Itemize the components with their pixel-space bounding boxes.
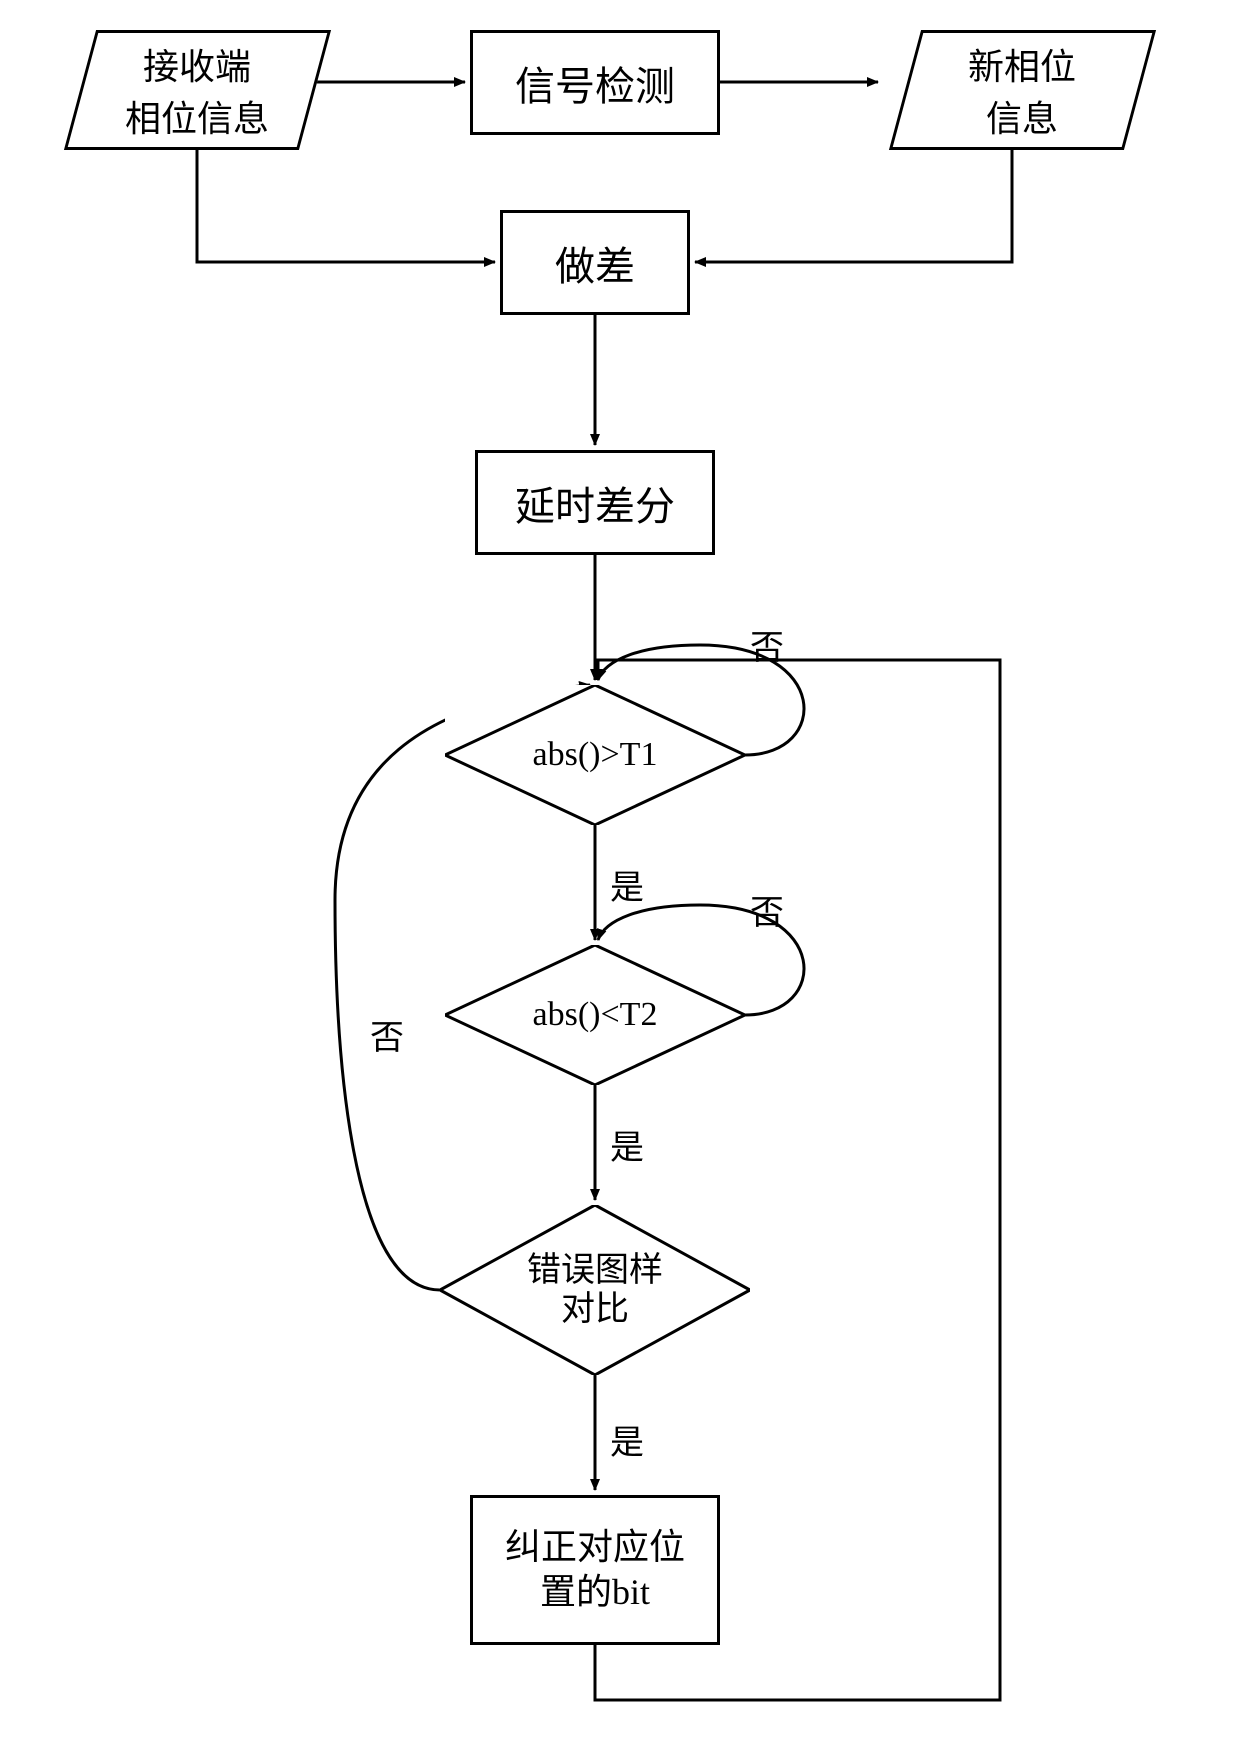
text-line: 错误图样 (527, 1251, 663, 1290)
edge (695, 150, 1012, 262)
node-receiver-phase: 接收端 相位信息 (64, 30, 331, 150)
node-new-phase: 新相位 信息 (889, 30, 1156, 150)
edge-label-t1-no: 否 (750, 620, 784, 669)
text-line: 延时差分 (515, 474, 675, 532)
edge-label-t2-yes: 是 (610, 1120, 644, 1169)
text-line: 对比 (527, 1290, 663, 1329)
node-decision-t2: abs()<T2 (445, 945, 745, 1085)
text-line: 做差 (555, 234, 635, 292)
flowchart-canvas: 接收端 相位信息 信号检测 新相位 信息 做差 延时差分 abs()>T1 (0, 0, 1240, 1738)
node-signal-detect: 信号检测 (470, 30, 720, 135)
text-line: 新相位 (968, 38, 1076, 90)
text-line: 信号检测 (515, 54, 675, 112)
node-delay-diff: 延时差分 (475, 450, 715, 555)
node-difference: 做差 (500, 210, 690, 315)
text-line: 纠正对应位 (505, 1525, 685, 1570)
edge-label-t2-no: 否 (750, 885, 784, 934)
text-line: abs()<T2 (533, 996, 658, 1033)
text-line: 信息 (968, 90, 1076, 142)
node-correct-bit: 纠正对应位 置的bit (470, 1495, 720, 1645)
text-line: 置的bit (505, 1570, 685, 1615)
edge-label-cmp-yes: 是 (610, 1415, 644, 1464)
node-decision-compare: 错误图样 对比 (440, 1205, 750, 1375)
node-decision-t1: abs()>T1 (445, 685, 745, 825)
text-line: 接收端 (125, 38, 269, 90)
text-line: abs()>T1 (533, 736, 658, 773)
edge-label-t1-yes: 是 (610, 860, 644, 909)
text-line: 相位信息 (125, 90, 269, 142)
edge (197, 150, 495, 262)
edge-label-cmp-no: 否 (370, 1010, 404, 1059)
